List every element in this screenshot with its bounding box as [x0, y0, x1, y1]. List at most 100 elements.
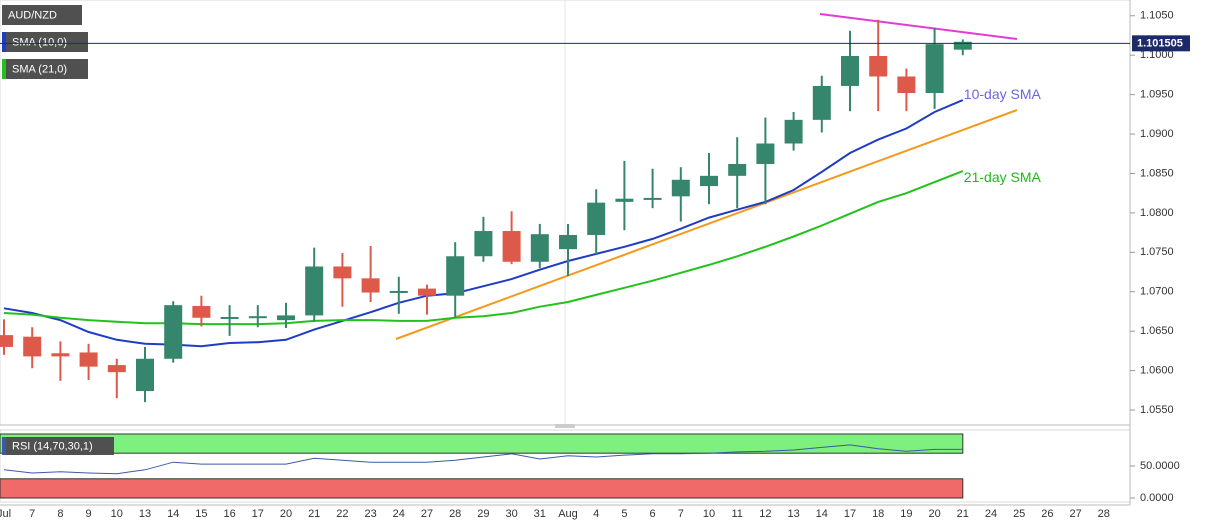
- x-tick-label: 4: [593, 508, 599, 520]
- candle-body: [79, 352, 98, 367]
- rsi-y-tick-label: 50.0000: [1140, 460, 1180, 472]
- x-tick-label: 19: [900, 508, 912, 520]
- candle-body: [220, 316, 239, 319]
- resistance-trendline: [819, 13, 1018, 40]
- candle-body: [248, 316, 267, 319]
- legend-label: SMA (21,0): [12, 63, 67, 75]
- x-tick-label: 25: [1013, 508, 1025, 520]
- x-tick-label: 7: [29, 508, 35, 520]
- x-tick-label: 24: [985, 508, 997, 520]
- y-tick-label: 1.0850: [1140, 167, 1174, 179]
- candle-body: [559, 234, 577, 250]
- x-tick-label: 27: [1069, 508, 1081, 520]
- x-tick-label: 24: [393, 508, 405, 520]
- rsi-legend-swatch: [2, 437, 6, 455]
- annotation: 10-day SMA: [964, 86, 1042, 102]
- x-tick-label: 10: [111, 508, 123, 520]
- candle-body: [361, 278, 380, 293]
- x-tick-label: 8: [57, 508, 63, 520]
- candle-body: [23, 336, 42, 357]
- rsi-y-tick-label: 0.0000: [1140, 492, 1174, 504]
- x-tick-label: 16: [223, 508, 235, 520]
- x-tick-label: 6: [650, 508, 656, 520]
- x-tick-label: 28: [449, 508, 461, 520]
- oversold-band: [0, 478, 964, 499]
- legend-box: [2, 5, 82, 25]
- sma-line: [3, 170, 964, 326]
- x-tick-label: 29: [477, 508, 489, 520]
- candle-body: [869, 55, 888, 77]
- legend-swatch: [2, 32, 6, 52]
- rsi-line: [3, 444, 963, 475]
- candle-body: [756, 143, 775, 165]
- candle-body: [277, 315, 295, 321]
- candle-body: [897, 76, 916, 94]
- y-tick-label: 1.0550: [1140, 404, 1174, 416]
- x-tick-label: 21: [308, 508, 320, 520]
- x-tick-label: 20: [280, 508, 292, 520]
- x-tick-label: 9: [86, 508, 92, 520]
- x-tick-label: 7: [678, 508, 684, 520]
- candle-body: [841, 55, 859, 86]
- legend-box: [2, 32, 88, 52]
- y-tick-label: 1.0600: [1140, 364, 1174, 376]
- legend-label: SMA (10,0): [12, 36, 67, 48]
- rsi-legend-label: RSI (14,70,30,1): [12, 440, 93, 452]
- rsi-legend-box: [2, 437, 114, 455]
- candle-body: [446, 256, 465, 296]
- candle-body: [389, 290, 408, 293]
- current-price-box: [1132, 35, 1190, 52]
- x-tick-label: 23: [364, 508, 376, 520]
- candle-body: [643, 197, 662, 200]
- legend-title: AUD/NZD: [8, 9, 57, 21]
- y-tick-label: 1.0750: [1140, 246, 1174, 258]
- x-tick-label: 14: [816, 508, 828, 520]
- x-tick-label: 5: [621, 508, 627, 520]
- x-tick-label: 18: [872, 508, 884, 520]
- current-price-label: 1.101505: [1137, 38, 1183, 50]
- y-tick-label: 1.1050: [1140, 10, 1174, 22]
- legend: AUD/NZD SMA (10,0) SMA (21,0): [2, 5, 88, 79]
- candle-body: [305, 266, 324, 316]
- x-tick-label: 14: [167, 508, 179, 520]
- annotation: 21-day SMA: [964, 169, 1042, 185]
- x-tick-label: 15: [195, 508, 207, 520]
- x-tick-label: 13: [787, 508, 799, 520]
- x-tick-label: 12: [759, 508, 771, 520]
- sma-line: [3, 99, 964, 348]
- overbought-band: [0, 433, 964, 454]
- y-tick-label: 1.0800: [1140, 207, 1174, 219]
- x-tick-label: 11: [731, 508, 742, 520]
- candle-body: [164, 305, 183, 359]
- x-tick-label: Jul: [0, 508, 11, 520]
- x-tick-label: 31: [534, 508, 546, 520]
- candle-body: [502, 231, 521, 262]
- y-tick-label: 1.0650: [1140, 325, 1174, 337]
- x-tick-label: 13: [139, 508, 151, 520]
- candle-body: [953, 41, 972, 50]
- candle-body: [107, 365, 126, 373]
- candle-body: [671, 179, 690, 197]
- candle-body: [333, 266, 352, 279]
- candle-body: [530, 234, 549, 262]
- candle-body: [418, 288, 436, 296]
- candle-body: [587, 202, 606, 235]
- pane-handle[interactable]: [555, 424, 575, 428]
- candle-body: [925, 44, 944, 94]
- support-trendline: [395, 109, 1018, 340]
- y-tick-label: 1.0900: [1140, 128, 1174, 140]
- y-tick-label: 1.1000: [1140, 49, 1174, 61]
- candle-body: [615, 198, 634, 202]
- candle-body: [700, 175, 718, 187]
- x-tick-label: 20: [928, 508, 940, 520]
- y-tick-label: 1.0950: [1140, 89, 1174, 101]
- x-tick-label: 27: [421, 508, 433, 520]
- candle-body: [728, 164, 747, 176]
- candle-body: [0, 335, 13, 347]
- x-tick-label: 10: [703, 508, 715, 520]
- candle-body: [812, 85, 831, 120]
- y-tick-label: 1.0700: [1140, 286, 1174, 298]
- candle-body: [784, 119, 803, 144]
- legend-swatch: [2, 59, 6, 79]
